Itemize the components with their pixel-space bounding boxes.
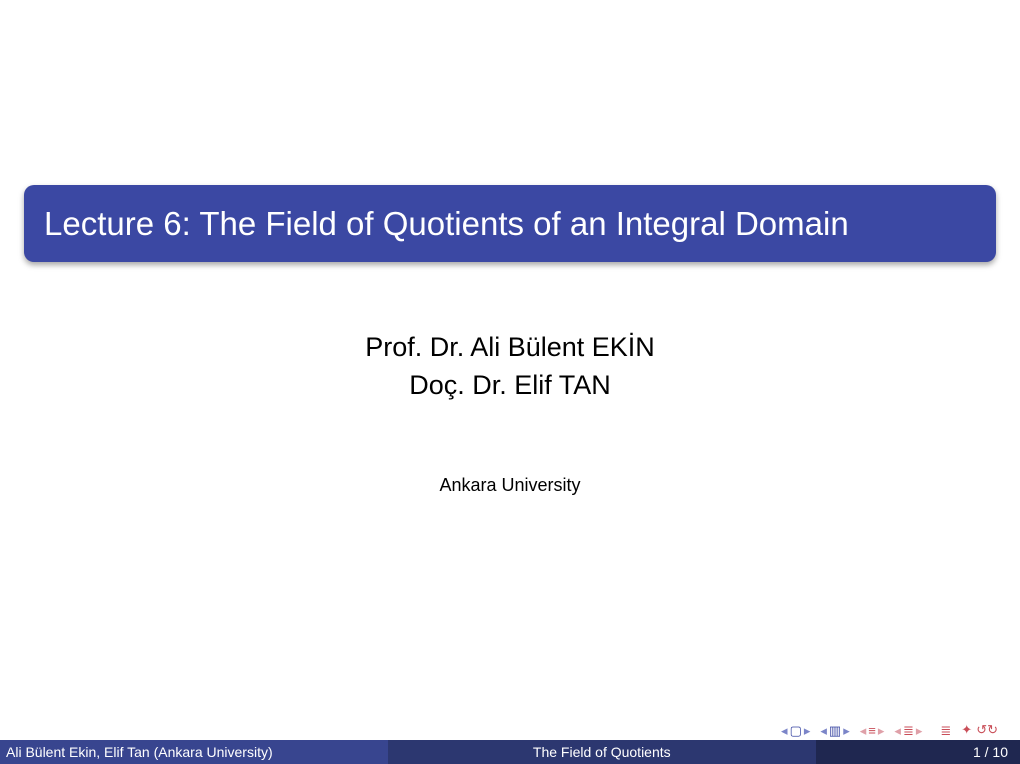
author-line: Doç. Dr. Elif TAN [0, 367, 1020, 405]
title-block: Lecture 6: The Field of Quotients of an … [24, 185, 996, 262]
nav-sub-icon: ≡ [868, 724, 876, 737]
beamer-nav-symbols: ◂ ▢ ▸ ◂ ▥ ▸ ◂ ≡ ▸ ◂ ≣ ▸ ≣ ✦ ↺ ↻ [781, 722, 998, 738]
slide: Lecture 6: The Field of Quotients of an … [0, 0, 1020, 764]
footline-page: 1 / 10 [816, 740, 1020, 764]
footline-title-text: The Field of Quotients [533, 744, 671, 760]
nav-prev-slide-icon: ◂ [781, 724, 788, 737]
nav-next-frame-icon: ▸ [843, 724, 850, 737]
nav-frame-icon: ▥ [829, 724, 841, 737]
author-line: Prof. Dr. Ali Bülent EKİN [0, 329, 1020, 367]
content-region: Lecture 6: The Field of Quotients of an … [0, 185, 1020, 496]
nav-subsection-group[interactable]: ◂ ≡ ▸ [860, 724, 885, 737]
nav-section-group[interactable]: ◂ ≣ ▸ [894, 724, 922, 737]
nav-prev-sec-icon: ◂ [894, 724, 901, 737]
footline-page-current: 1 [973, 744, 981, 760]
footline-author-text: Ali Bülent Ekin, Elif Tan (Ankara Univer… [6, 744, 273, 760]
nav-slide-icon: ▢ [790, 724, 802, 737]
footline-page-total: 10 [992, 744, 1008, 760]
footline-author: Ali Bülent Ekin, Elif Tan (Ankara Univer… [0, 740, 388, 764]
nav-doc-icon[interactable]: ≣ [940, 724, 951, 737]
nav-back-forward-icon[interactable]: ✦ [961, 722, 970, 738]
slide-title: Lecture 6: The Field of Quotients of an … [24, 185, 996, 262]
nav-search-icon[interactable]: ↺ [976, 722, 987, 738]
footline: Ali Bülent Ekin, Elif Tan (Ankara Univer… [0, 740, 1020, 764]
nav-next-sec-icon: ▸ [916, 724, 923, 737]
footline-title: The Field of Quotients [388, 740, 816, 764]
nav-prev-sub-icon: ◂ [860, 724, 867, 737]
nav-search2-icon[interactable]: ↻ [987, 722, 998, 738]
nav-next-slide-icon: ▸ [804, 724, 811, 737]
nav-sec-icon: ≣ [903, 724, 914, 737]
nav-slide-group[interactable]: ◂ ▢ ▸ [781, 724, 810, 737]
institute: Ankara University [0, 475, 1020, 496]
nav-frame-group[interactable]: ◂ ▥ ▸ [820, 724, 849, 737]
authors-block: Prof. Dr. Ali Bülent EKİN Doç. Dr. Elif … [0, 329, 1020, 405]
nav-next-sub-icon: ▸ [878, 724, 885, 737]
nav-prev-frame-icon: ◂ [820, 724, 827, 737]
footline-page-sep: / [981, 744, 993, 760]
